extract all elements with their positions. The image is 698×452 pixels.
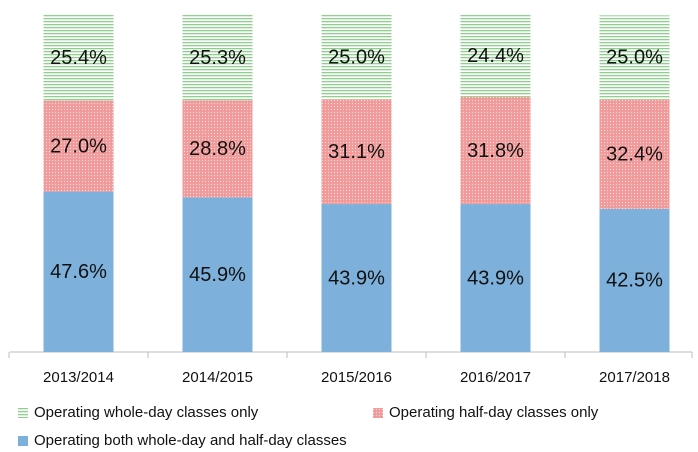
data-label: 25.4% — [50, 47, 107, 69]
data-label: 24.4% — [467, 45, 524, 67]
bar-segment — [182, 15, 253, 101]
data-label: 25.3% — [189, 47, 246, 69]
data-label: 31.1% — [328, 141, 385, 163]
bar-segment — [599, 208, 670, 352]
x-tick-label: 2013/2014 — [43, 369, 114, 386]
bar-segment — [321, 99, 392, 205]
bar-segment — [599, 99, 670, 209]
data-label: 45.9% — [189, 264, 246, 286]
legend-item: Operating half-day classes only — [373, 404, 599, 421]
bar-segment — [321, 15, 392, 100]
data-label: 25.0% — [328, 46, 385, 68]
x-tick-label: 2015/2016 — [321, 369, 392, 386]
x-tick-label: 2014/2015 — [182, 369, 253, 386]
data-label: 42.5% — [606, 270, 663, 292]
bar-segment — [43, 15, 114, 101]
data-label: 31.8% — [467, 140, 524, 162]
bar-segment — [182, 100, 253, 198]
legend-label: Operating half-day classes only — [389, 404, 599, 421]
x-tick-label: 2016/2017 — [460, 369, 531, 386]
bar-segment — [599, 15, 670, 100]
bar-segment — [321, 204, 392, 352]
data-label: 43.9% — [328, 267, 385, 289]
bar-segment — [182, 197, 253, 352]
x-tick-label: 2017/2018 — [599, 369, 670, 386]
data-label: 43.9% — [467, 267, 524, 289]
data-label: 28.8% — [189, 138, 246, 160]
legend-item: Operating whole-day classes only — [18, 404, 259, 421]
legend-label: Operating both whole-day and half-day cl… — [34, 432, 347, 449]
legend-item: Operating both whole-day and half-day cl… — [18, 432, 347, 449]
bar-segment — [460, 204, 531, 352]
legend-label: Operating whole-day classes only — [34, 404, 259, 421]
data-label: 47.6% — [50, 261, 107, 283]
legend-swatch — [373, 408, 383, 418]
bar-segment — [43, 191, 114, 352]
bar-segment — [43, 100, 114, 192]
data-label: 25.0% — [606, 47, 663, 69]
legend-swatch — [18, 408, 28, 418]
data-label: 32.4% — [606, 143, 663, 165]
data-label: 27.0% — [50, 135, 107, 157]
bar-segment — [460, 96, 531, 205]
legend-swatch — [18, 436, 28, 446]
bar-segment — [460, 14, 531, 97]
